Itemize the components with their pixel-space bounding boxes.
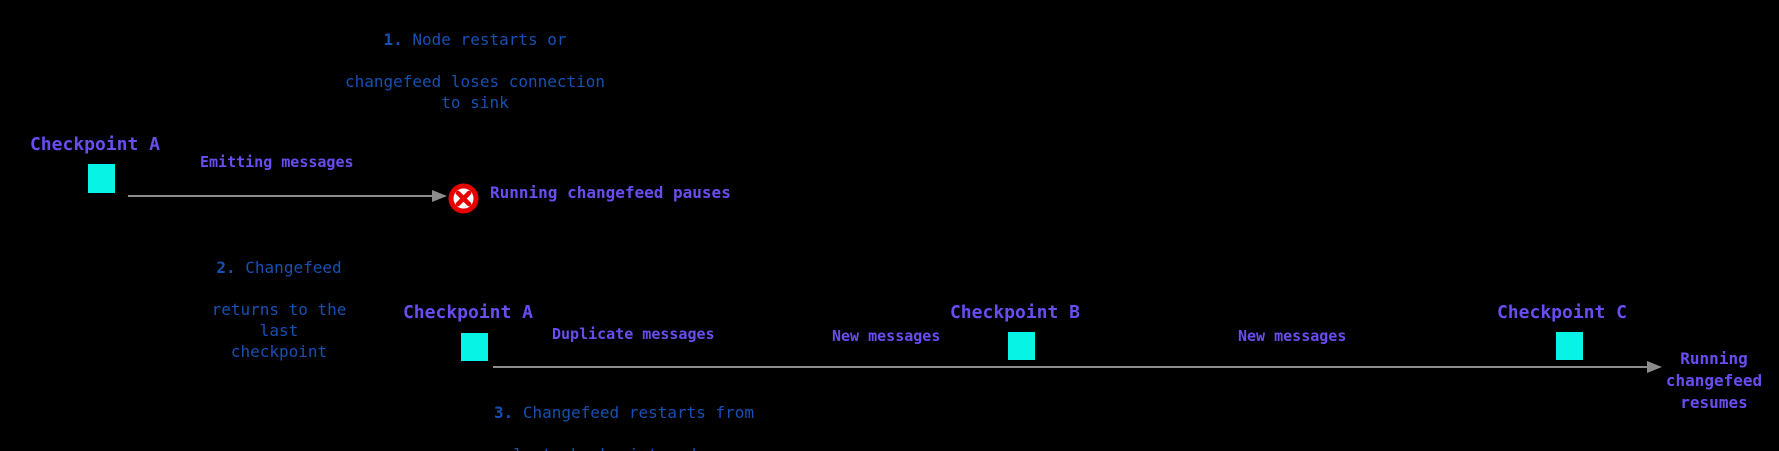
step2-note: 2. Changefeed returns to the last checkp… xyxy=(193,236,365,383)
checkpoint-c-marker xyxy=(1556,332,1583,360)
checkpoint-b-marker xyxy=(1008,332,1035,360)
step2-rest: returns to the last checkpoint xyxy=(211,300,347,361)
step2-text: Changefeed xyxy=(245,258,342,277)
checkpoint-a-marker xyxy=(88,164,115,193)
step3-first-line: 3. Changefeed restarts from xyxy=(454,402,794,423)
timeline1-arrow-line xyxy=(128,195,433,197)
emitting-messages-label: Emitting messages xyxy=(200,153,354,171)
step3-note: 3. Changefeed restarts from last checkpo… xyxy=(454,381,794,451)
checkpoint-a-label: Checkpoint A xyxy=(29,134,161,155)
step1-first-line: 1. Node restarts or xyxy=(279,29,671,50)
step1-rest: changefeed loses connection to sink xyxy=(344,72,606,112)
checkpoint-a2-marker xyxy=(461,333,488,361)
running-changefeed-pauses-label: Running changefeed pauses xyxy=(490,183,731,202)
checkpoint-a2-label: Checkpoint A xyxy=(402,302,534,323)
timeline1-arrow-head xyxy=(432,190,447,202)
duplicate-messages-label: Duplicate messages xyxy=(552,325,715,343)
step1-number: 1. xyxy=(383,30,403,49)
new-messages-label-1: New messages xyxy=(832,327,941,345)
checkpoint-b-label: Checkpoint B xyxy=(949,302,1081,323)
step1-text: Node restarts or xyxy=(412,30,567,49)
error-icon xyxy=(448,183,479,214)
step2-first-line: 2. Changefeed xyxy=(193,257,365,278)
step3-text: Changefeed restarts from xyxy=(522,403,755,422)
timeline2-arrow-line xyxy=(493,366,1647,368)
running-changefeed-resumes-label: Running changefeed resumes xyxy=(1665,349,1763,412)
step2-number: 2. xyxy=(216,258,236,277)
step3-number: 3. xyxy=(493,403,514,422)
checkpoint-c-label: Checkpoint C xyxy=(1496,302,1628,323)
new-messages-label-2: New messages xyxy=(1238,327,1347,345)
step3-rest: last checkpoint and re- emits messages xyxy=(454,444,794,451)
step1-note: 1. Node restarts or changefeed loses con… xyxy=(279,8,671,134)
timeline2-arrow-head xyxy=(1647,361,1662,373)
